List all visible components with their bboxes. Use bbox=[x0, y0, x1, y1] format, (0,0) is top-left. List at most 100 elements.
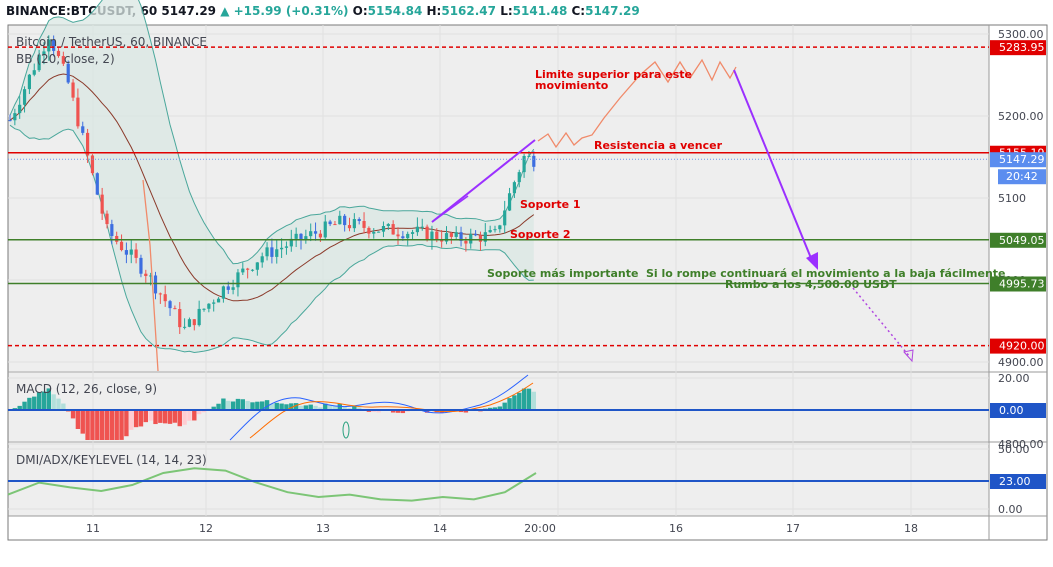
macd-bar bbox=[497, 406, 503, 410]
macd-bar bbox=[245, 400, 250, 410]
price-tick-5: 5300.00 bbox=[998, 28, 1044, 41]
candle-body bbox=[158, 293, 162, 295]
bb-label: BB (20, close, 2) bbox=[16, 52, 115, 66]
macd-bar bbox=[17, 405, 22, 410]
level-badge-text-5: 4920.00 bbox=[999, 340, 1045, 353]
candle-body bbox=[221, 286, 225, 299]
macd-bar bbox=[32, 396, 37, 410]
candle-body bbox=[197, 308, 201, 326]
candle-body bbox=[444, 233, 449, 242]
macd-bar bbox=[56, 398, 61, 410]
candle-body bbox=[406, 233, 410, 239]
candle-body bbox=[289, 238, 293, 247]
price-tick-3: 5100 bbox=[998, 192, 1026, 205]
macd-bar bbox=[216, 403, 221, 410]
time-axis[interactable] bbox=[8, 516, 1047, 540]
dmi-tick-bottom: 0.00 bbox=[998, 503, 1023, 516]
price-tick-1: 4900.00 bbox=[998, 356, 1044, 369]
candle-body bbox=[61, 56, 65, 64]
candle-body bbox=[304, 236, 308, 240]
price-tick-0: 4800.00 bbox=[998, 438, 1044, 451]
macd-signal-line bbox=[249, 382, 534, 439]
candle-body bbox=[110, 224, 114, 236]
macd-bar bbox=[75, 410, 81, 429]
candle-body bbox=[250, 269, 255, 271]
candle-body bbox=[18, 104, 22, 114]
open-value: 5154.84 bbox=[367, 4, 423, 18]
price-axis[interactable] bbox=[989, 25, 1047, 516]
candle-body bbox=[338, 215, 342, 225]
annotation-resistance: Resistencia a vencer bbox=[594, 139, 723, 152]
candle-body bbox=[22, 89, 27, 105]
macd-marker bbox=[342, 421, 350, 439]
annotation-support-2: Soporte 2 bbox=[510, 228, 571, 241]
macd-bar bbox=[36, 392, 42, 410]
macd-bar bbox=[240, 399, 245, 410]
candle-body bbox=[270, 247, 274, 257]
macd-bar bbox=[517, 392, 522, 410]
macd-bar bbox=[298, 405, 304, 410]
macd-bar bbox=[143, 410, 148, 423]
candle-body bbox=[362, 221, 366, 228]
macd-bar bbox=[342, 406, 347, 410]
candle-body bbox=[255, 262, 259, 270]
dmi-pane[interactable] bbox=[8, 443, 989, 516]
candle-body bbox=[178, 309, 182, 328]
macd-bar bbox=[148, 410, 153, 421]
low-value: 5141.48 bbox=[512, 4, 568, 18]
macd-bar bbox=[85, 410, 90, 440]
candle-body bbox=[459, 232, 463, 241]
macd-bar bbox=[293, 403, 299, 410]
macd-bar bbox=[332, 405, 338, 410]
time-tick-6: 17 bbox=[786, 522, 800, 535]
macd-bar bbox=[390, 410, 396, 413]
candle-body bbox=[464, 240, 468, 244]
macd-bar bbox=[424, 410, 430, 413]
candle-body bbox=[333, 224, 337, 226]
level-badge-text-0: 5283.95 bbox=[999, 41, 1045, 54]
candle-body bbox=[168, 301, 172, 309]
high-value: 5162.47 bbox=[441, 4, 496, 18]
candle-body bbox=[95, 173, 99, 195]
trend-channel-line bbox=[431, 139, 536, 223]
macd-bar bbox=[313, 405, 318, 410]
candle-body bbox=[37, 54, 41, 71]
macd-bar bbox=[95, 410, 100, 440]
macd-bar bbox=[119, 410, 124, 440]
candle-body bbox=[493, 229, 497, 231]
macd-bar bbox=[507, 398, 512, 410]
candle-body bbox=[260, 256, 264, 263]
time-tick-7: 18 bbox=[904, 522, 918, 535]
macd-bar bbox=[318, 407, 323, 410]
candle-body bbox=[134, 249, 138, 258]
candle-body bbox=[507, 193, 512, 211]
candle-body bbox=[396, 234, 400, 237]
candle-body bbox=[328, 221, 332, 225]
macd-bar bbox=[512, 395, 517, 410]
macd-bar bbox=[521, 388, 527, 410]
candle-body bbox=[139, 257, 143, 274]
time-tick-1: 12 bbox=[199, 522, 213, 535]
low-label: L: bbox=[500, 4, 513, 18]
candle-body bbox=[275, 249, 279, 257]
macd-bar bbox=[289, 403, 294, 410]
macd-tick-top: 20.00 bbox=[998, 372, 1030, 385]
price-change: ▲ +15.99 (+0.31%) bbox=[220, 4, 349, 18]
time-tick-3: 14 bbox=[433, 522, 447, 535]
horizontal-levels bbox=[8, 46, 989, 347]
macd-bar bbox=[260, 401, 265, 410]
candle-body bbox=[425, 226, 429, 241]
macd-bar bbox=[357, 407, 362, 410]
time-tick-0: 11 bbox=[86, 522, 100, 535]
macd-bar bbox=[138, 410, 144, 427]
candle-body bbox=[357, 219, 361, 222]
candle-body bbox=[212, 302, 216, 304]
macd-bar bbox=[492, 407, 498, 410]
candle-body bbox=[124, 250, 128, 255]
candle-body bbox=[173, 308, 177, 310]
macd-bar bbox=[167, 410, 173, 424]
candle-body bbox=[90, 155, 95, 174]
candle-body bbox=[522, 155, 526, 173]
macd-bar bbox=[531, 391, 536, 410]
